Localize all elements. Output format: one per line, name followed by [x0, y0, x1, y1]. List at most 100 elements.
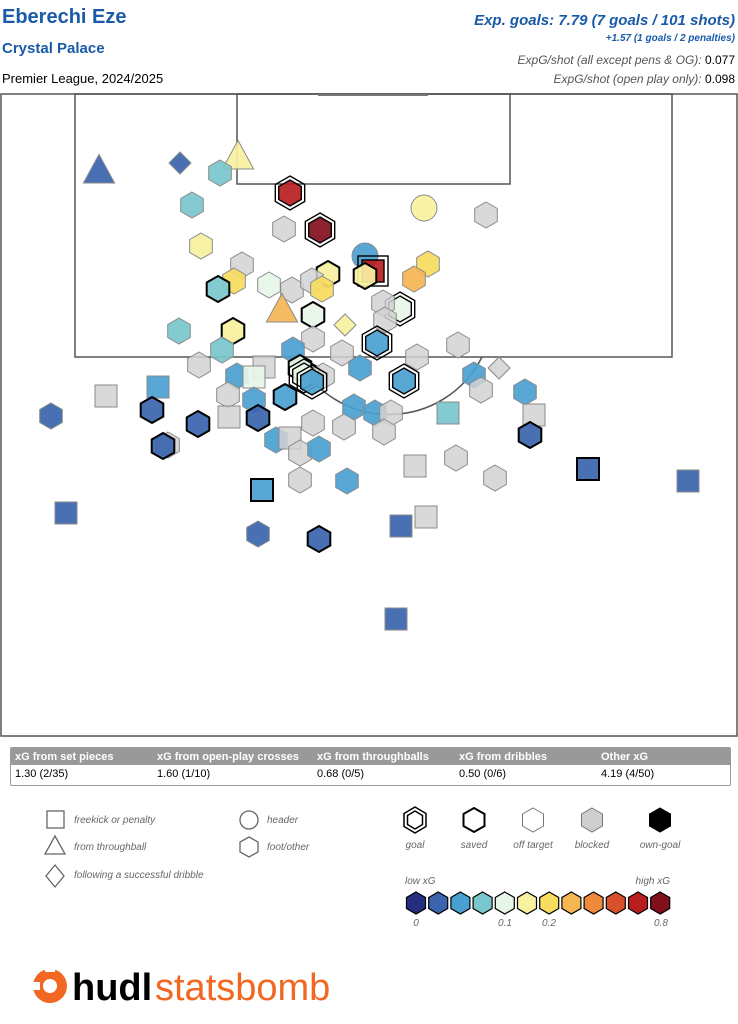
shot-marker: [469, 376, 493, 404]
xg-table-header: xG from set pieces xG from open-play cro…: [11, 748, 730, 765]
outcome-goal-icon: [403, 806, 427, 834]
outcome-blocked-label: blocked: [575, 840, 610, 851]
shot-marker: [82, 153, 116, 184]
shot-marker: [257, 271, 281, 299]
shot-marker: [296, 364, 328, 400]
shot-map-pitch: [0, 93, 738, 737]
xg-per-shot-all-value: 0.077: [704, 53, 735, 67]
shot-marker: [300, 300, 326, 330]
xg-other-value: 4.19 (4/50): [601, 768, 655, 780]
xg-color-scale: [405, 891, 671, 915]
xg-crosses-value: 1.60 (1/10): [157, 768, 211, 780]
hudl-statsbomb-logo: hudl statsbomb: [32, 964, 330, 1009]
scale-swatch: [539, 891, 560, 915]
shot-marker: [185, 409, 211, 439]
xg-set-pieces-value: 1.30 (2/35): [15, 768, 69, 780]
outcome-goal-label: goal: [406, 840, 426, 851]
scale-swatch: [450, 891, 471, 915]
shot-marker: [250, 478, 274, 502]
xg-dribbles-value: 0.50 (0/6): [459, 768, 507, 780]
xg-table-values: 1.30 (2/35) 1.60 (1/10) 0.68 (0/5) 0.50 …: [11, 765, 730, 785]
shot-marker: [265, 292, 299, 323]
diamond-shape-icon: [45, 863, 65, 889]
shot-marker: [180, 191, 204, 219]
shot-marker: [388, 363, 420, 399]
outcome-saved-icon: [462, 806, 486, 834]
xg-throughballs-header: xG from throughballs: [317, 751, 429, 763]
triangle-shape-icon: [43, 834, 67, 855]
xg-throughballs-value: 0.68 (0/5): [317, 768, 365, 780]
scale-swatch: [428, 891, 449, 915]
legend: freekick or penalty from throughball fol…: [43, 806, 681, 929]
xg-per-shot-open-play-value: 0.098: [704, 72, 735, 86]
scale-tick-0-8: 0.8: [654, 918, 668, 929]
shot-marker: [330, 339, 354, 367]
scale-tick-0: 0: [413, 918, 419, 929]
shot-marker: [167, 317, 191, 345]
shot-marker: [54, 501, 78, 525]
scale-swatch: [650, 891, 671, 915]
scale-swatch: [405, 891, 427, 915]
shot-marker: [335, 467, 359, 495]
shot-marker: [384, 607, 408, 631]
xg-set-pieces-header: xG from set pieces: [15, 751, 114, 763]
shot-marker: [210, 336, 234, 364]
outcome-own-goal-label: own-goal: [640, 840, 681, 851]
shot-marker: [348, 354, 372, 382]
shot-marker: [361, 325, 393, 361]
xg-breakdown-table: xG from set pieces xG from open-play cro…: [10, 747, 731, 786]
shot-marker: [246, 520, 270, 548]
scale-tick-0-1: 0.1: [498, 918, 512, 929]
shot-marker: [483, 464, 507, 492]
shot-marker: [487, 356, 511, 380]
outcome-off-target-icon: [522, 807, 544, 833]
team-name: Crystal Palace: [2, 40, 105, 57]
shot-marker: [389, 514, 413, 538]
xg-crosses-header: xG from open-play crosses: [157, 751, 299, 763]
shot-marker: [221, 139, 255, 170]
shot-marker: [310, 275, 334, 303]
shot-marker: [187, 351, 211, 379]
statsbomb-logo-icon: [32, 964, 67, 1003]
shot-marker: [474, 201, 498, 229]
scale-low-label: low xG: [405, 876, 436, 887]
circle-shape-icon: [239, 810, 259, 830]
xg-per-shot-all-label: ExpG/shot (all except pens & OG):: [517, 53, 702, 67]
xg-per-shot-open-play-label: ExpG/shot (open play only):: [553, 72, 702, 86]
shot-marker: [301, 409, 325, 437]
square-shape-icon: [46, 810, 65, 829]
outcome-blocked-icon: [581, 807, 603, 833]
shot-marker: [94, 384, 118, 408]
scale-swatch: [583, 891, 604, 915]
shot-marker: [245, 403, 271, 433]
penalty-summary: +1.57 (1 goals / 2 penalties): [605, 33, 735, 44]
scale-swatch: [472, 891, 493, 915]
xg-summary: Exp. goals: 7.79 (7 goals / 101 shots): [474, 12, 735, 29]
outcome-off-target-label: off target: [513, 840, 554, 851]
legend-freekick-label: freekick or penalty: [74, 815, 156, 826]
logo-word-statsbomb: statsbomb: [155, 967, 330, 1009]
xg-per-shot-open-play: ExpG/shot (open play only): 0.098: [554, 72, 735, 86]
shot-marker: [517, 420, 543, 450]
shot-marker: [205, 274, 231, 304]
shot-marker: [150, 431, 176, 461]
scale-high-label: high xG: [636, 876, 671, 887]
shot-marker: [402, 265, 426, 293]
shot-marker: [168, 151, 192, 175]
player-name: Eberechi Eze: [2, 6, 127, 28]
shot-marker: [272, 382, 298, 412]
logo-word-hudl: hudl: [72, 967, 152, 1009]
legend-dribble-label: following a successful dribble: [74, 870, 204, 881]
legend-header-label: header: [267, 815, 299, 826]
shot-marker: [301, 325, 325, 353]
shot-marker: [39, 402, 63, 430]
shot-marker: [352, 261, 378, 291]
shot-marker: [189, 232, 213, 260]
competition-season: Premier League, 2024/2025: [2, 71, 164, 86]
shot-marker: [522, 403, 546, 427]
shot-marker: [372, 418, 396, 446]
shot-marker: [242, 365, 266, 389]
shot-marker: [139, 395, 165, 425]
shot-marker: [208, 159, 232, 187]
outcome-own-goal-icon: [649, 807, 671, 833]
